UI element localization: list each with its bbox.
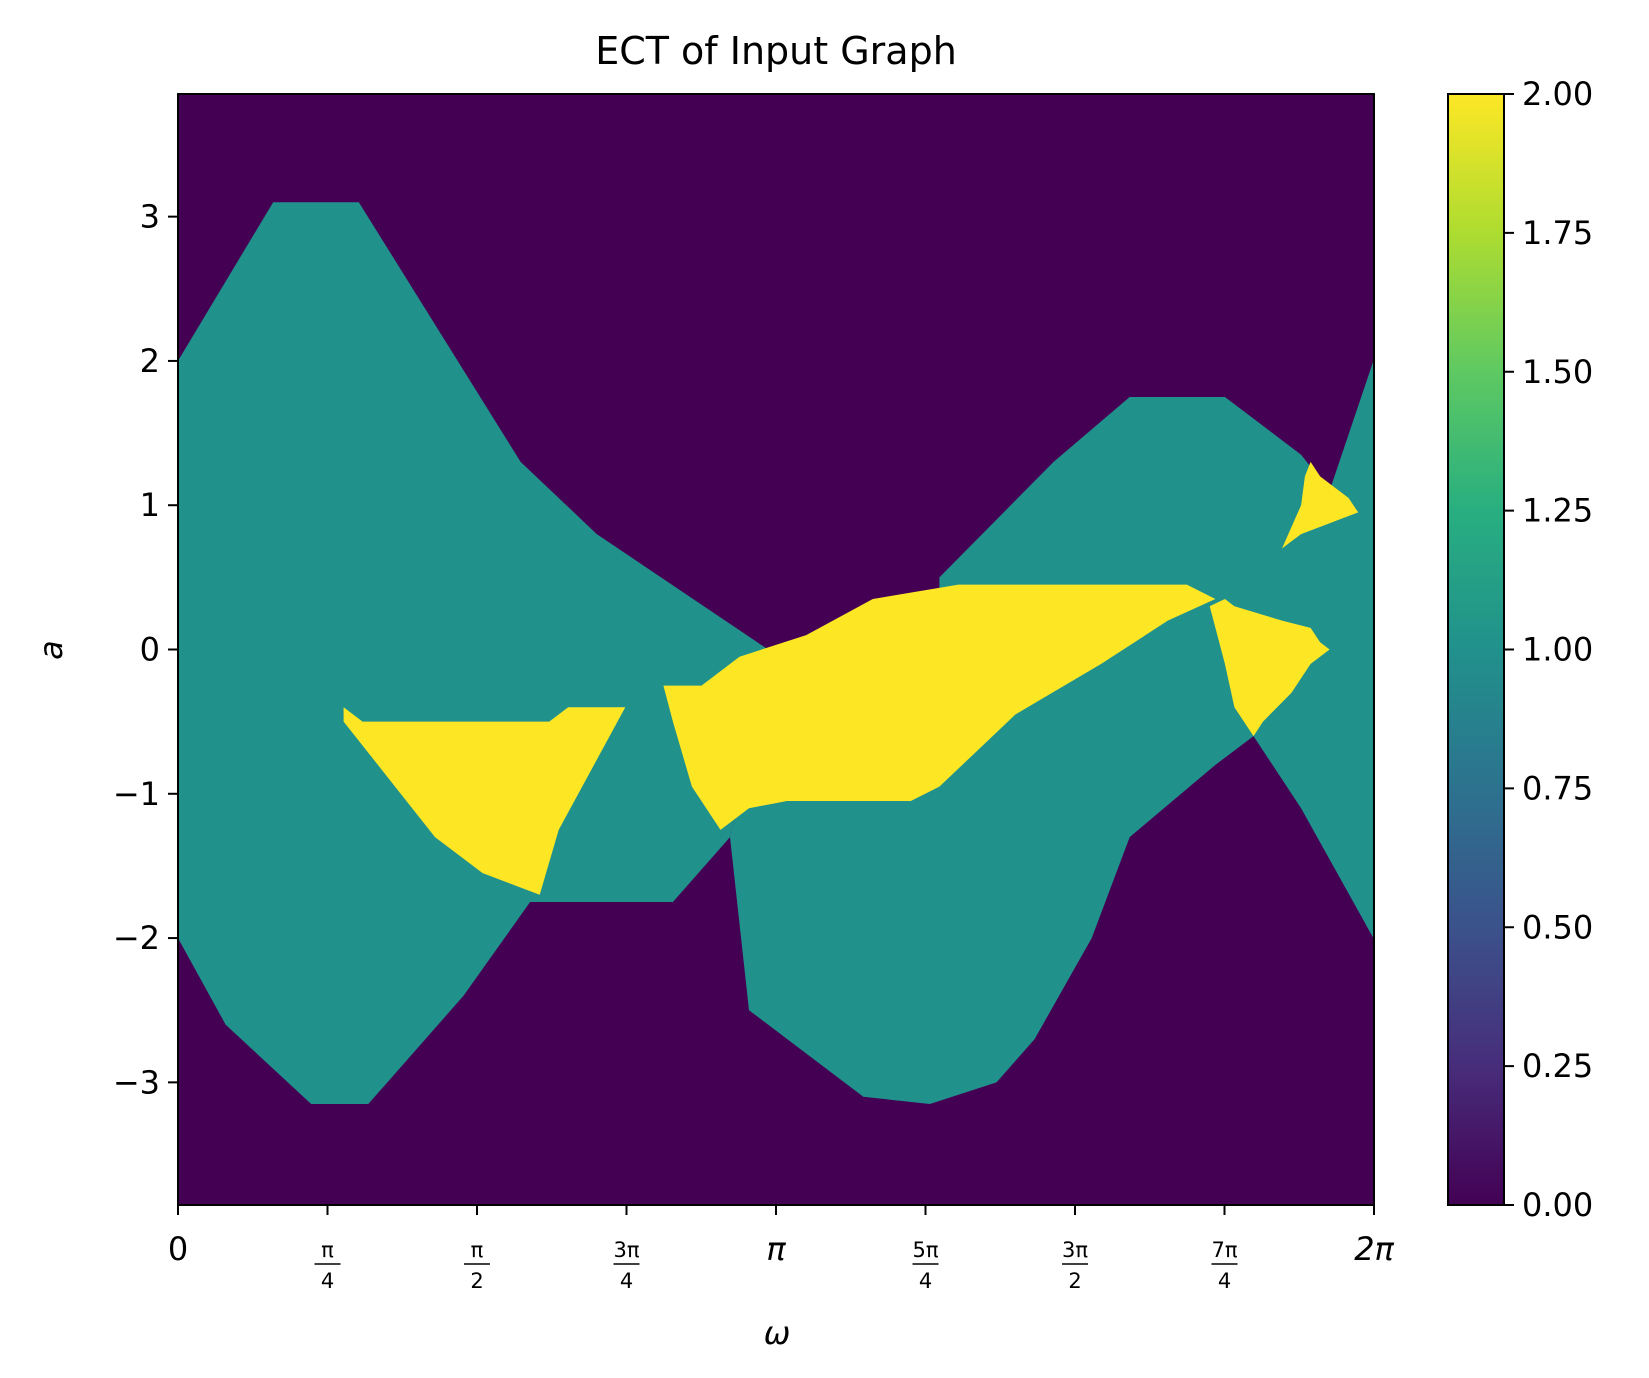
y-tick-label: 3 [140, 198, 160, 236]
x-tick-label-numerator: 3π [1062, 1238, 1088, 1262]
y-tick-label: 2 [140, 342, 160, 380]
colorbar-tick-label: 0.50 [1522, 908, 1593, 946]
colorbar-tick-label: 1.00 [1522, 631, 1593, 669]
x-tick-label-numerator: π [471, 1238, 484, 1262]
colorbar-tick-label: 1.25 [1522, 492, 1593, 530]
x-axis-ticks: 0 π 4 π 2 3π 4 π 5π 4 3π 2 7π 4 2π [168, 1205, 1395, 1293]
x-tick-label-denominator: 4 [919, 1269, 932, 1293]
colorbar [1447, 93, 1505, 1206]
heatmap-region-yellow-far-right-wedge [1282, 461, 1359, 549]
y-axis-label: a [32, 640, 70, 660]
heatmap-region-yellow-left-triangle [343, 707, 626, 895]
colorbar-ticks: 0.00 0.25 0.50 0.75 1.00 1.25 1.50 1.75 2.00 [1504, 75, 1593, 1224]
x-axis-label: ω [764, 1314, 791, 1352]
chart-title: ECT of Input Graph [595, 29, 957, 73]
colorbar-tick-label: 0.25 [1522, 1047, 1593, 1085]
x-tick-label-numerator: 5π [912, 1238, 938, 1262]
x-tick-label: 0 [168, 1230, 188, 1268]
y-tick-label: −2 [113, 919, 160, 957]
heatmap-region-teal-right-lobe [730, 360, 1374, 1104]
x-tick-label-denominator: 4 [1218, 1269, 1231, 1293]
y-tick-label: 1 [140, 486, 160, 524]
heatmap-region-yellow-center-band [663, 584, 1216, 830]
colorbar-tick-label: 2.00 [1522, 75, 1593, 113]
heatmap-region-yellow-right-triangle [1209, 599, 1330, 737]
x-tick-label-denominator: 2 [1068, 1269, 1081, 1293]
x-tick-label-denominator: 2 [470, 1269, 483, 1293]
x-tick-label-denominator: 4 [620, 1269, 633, 1293]
y-axis-ticks: 3 2 1 0 −1 −2 −3 [113, 198, 178, 1101]
heatmap-region-teal-left-lobe [178, 202, 769, 1104]
x-tick-label-numerator: 3π [613, 1238, 639, 1262]
heatmap-plot-area [177, 93, 1375, 1206]
colorbar-tick-label: 0.00 [1522, 1186, 1593, 1224]
y-tick-label: 0 [140, 631, 160, 669]
colorbar-tick-label: 1.50 [1522, 353, 1593, 391]
colorbar-tick-label: 0.75 [1522, 769, 1593, 807]
x-tick-label: π [766, 1230, 786, 1268]
x-tick-label-numerator: 7π [1211, 1238, 1237, 1262]
x-tick-label-denominator: 4 [321, 1269, 334, 1293]
x-tick-label: 2π [1354, 1230, 1394, 1268]
colorbar-tick-label: 1.75 [1522, 214, 1593, 252]
x-tick-label-numerator: π [321, 1238, 334, 1262]
y-tick-label: −1 [113, 775, 160, 813]
y-tick-label: −3 [113, 1063, 160, 1101]
